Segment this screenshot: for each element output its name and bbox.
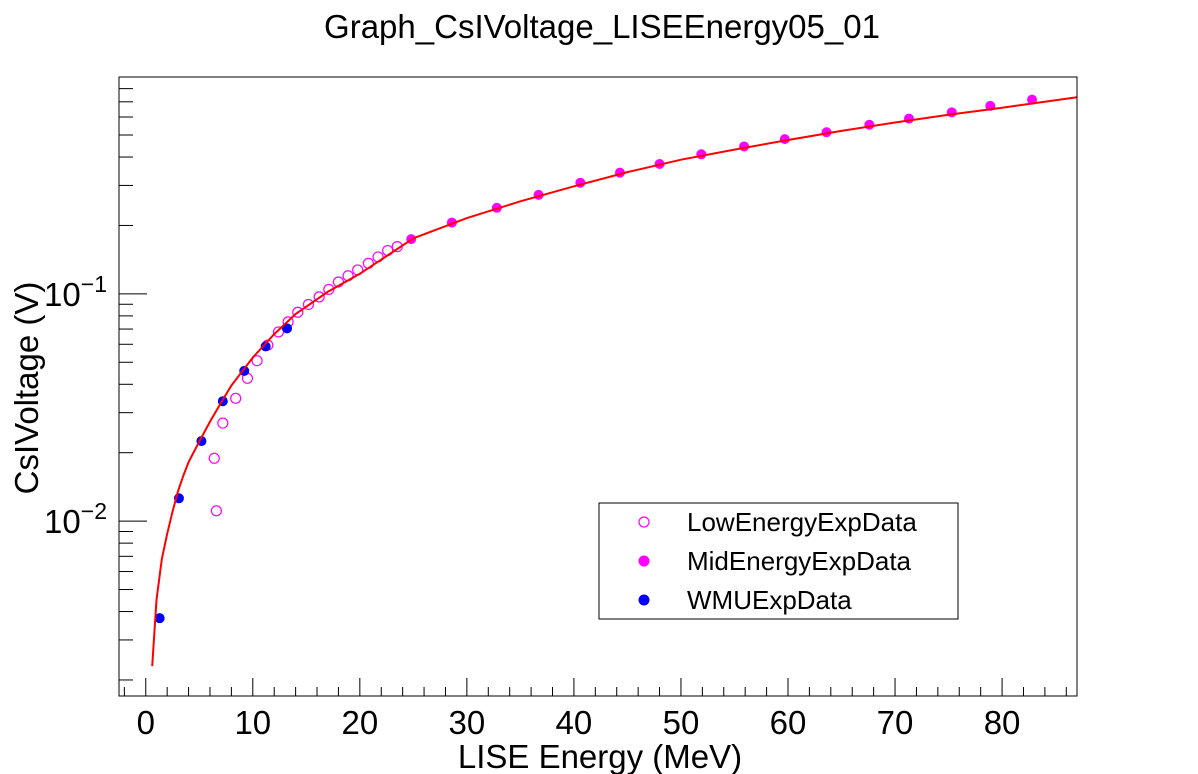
plot-frame (118, 76, 1078, 697)
axes: 0 10 20 30 40 50 60 70 80 10−2 10−1 (44, 76, 1067, 741)
data-point-series-2 (282, 323, 293, 334)
y-tick-label: 10−1 (44, 271, 107, 313)
legend-marker-lowenergy (638, 516, 650, 528)
data-point-series-0 (272, 326, 285, 338)
data-point-series-0 (210, 505, 223, 517)
legend-label-lowenergy: LowEnergyExpData (687, 507, 917, 537)
data-point-series-0 (230, 392, 242, 404)
legend-box (598, 502, 959, 620)
y-tick-label: 10−2 (44, 498, 107, 540)
chart-title: Graph_CsIVoltage_LISEEnergy05_01 (324, 8, 880, 45)
x-tick-label: 30 (449, 704, 486, 741)
data-point-series-2 (154, 613, 165, 624)
x-tick-label: 50 (663, 704, 700, 741)
data-point-series-2 (260, 341, 271, 352)
x-tick-label: 60 (770, 704, 807, 741)
data-point-series-0 (313, 291, 325, 303)
plot-area (151, 94, 1078, 667)
fit-curve-line (151, 96, 1078, 667)
legend-marker-midenergy (638, 555, 650, 567)
x-tick-label: 80 (984, 704, 1021, 741)
data-point-series-0 (208, 452, 220, 464)
legend-label-wmu: WMUExpData (687, 585, 852, 615)
legend: LowEnergyExpData MidEnergyExpData WMUExp… (598, 502, 959, 620)
x-axis-label: LISE Energy (MeV) (458, 738, 742, 774)
y-axis-label: CsIVoltage (V) (8, 282, 45, 495)
data-point-series-0 (302, 298, 315, 311)
x-tick-label: 0 (137, 704, 155, 741)
x-tick-label: 70 (877, 704, 914, 741)
legend-label-midenergy: MidEnergyExpData (687, 546, 912, 576)
x-tick-label: 20 (341, 704, 378, 741)
data-point-series-0 (251, 355, 263, 367)
data-point-series-0 (217, 417, 229, 429)
x-tick-label: 40 (556, 704, 593, 741)
x-tick-label: 10 (234, 704, 271, 741)
data-point-series-0 (292, 306, 304, 318)
legend-marker-wmu (638, 594, 650, 606)
